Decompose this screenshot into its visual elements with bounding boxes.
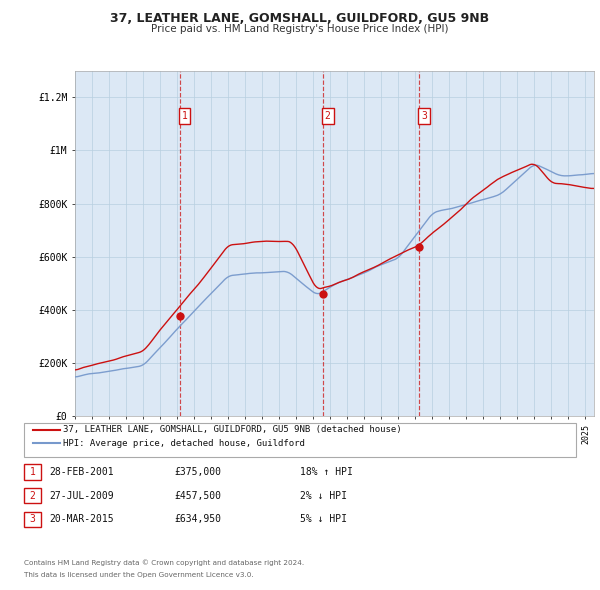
Text: £457,500: £457,500 <box>174 491 221 500</box>
Text: 27-JUL-2009: 27-JUL-2009 <box>49 491 114 500</box>
Text: 1: 1 <box>29 467 35 477</box>
Text: Contains HM Land Registry data © Crown copyright and database right 2024.: Contains HM Land Registry data © Crown c… <box>24 559 304 566</box>
Text: HPI: Average price, detached house, Guildford: HPI: Average price, detached house, Guil… <box>63 438 305 448</box>
Text: 5% ↓ HPI: 5% ↓ HPI <box>300 514 347 524</box>
Text: 2% ↓ HPI: 2% ↓ HPI <box>300 491 347 500</box>
Text: Price paid vs. HM Land Registry's House Price Index (HPI): Price paid vs. HM Land Registry's House … <box>151 24 449 34</box>
Text: 2: 2 <box>29 491 35 500</box>
Text: 3: 3 <box>29 514 35 524</box>
Text: 2: 2 <box>325 111 331 121</box>
Text: 37, LEATHER LANE, GOMSHALL, GUILDFORD, GU5 9NB: 37, LEATHER LANE, GOMSHALL, GUILDFORD, G… <box>110 12 490 25</box>
Text: This data is licensed under the Open Government Licence v3.0.: This data is licensed under the Open Gov… <box>24 572 254 578</box>
Text: 37, LEATHER LANE, GOMSHALL, GUILDFORD, GU5 9NB (detached house): 37, LEATHER LANE, GOMSHALL, GUILDFORD, G… <box>63 425 401 434</box>
Text: 20-MAR-2015: 20-MAR-2015 <box>49 514 114 524</box>
Text: 1: 1 <box>182 111 188 121</box>
Text: £375,000: £375,000 <box>174 467 221 477</box>
Text: 18% ↑ HPI: 18% ↑ HPI <box>300 467 353 477</box>
Text: £634,950: £634,950 <box>174 514 221 524</box>
Text: 3: 3 <box>421 111 427 121</box>
Text: 28-FEB-2001: 28-FEB-2001 <box>49 467 114 477</box>
